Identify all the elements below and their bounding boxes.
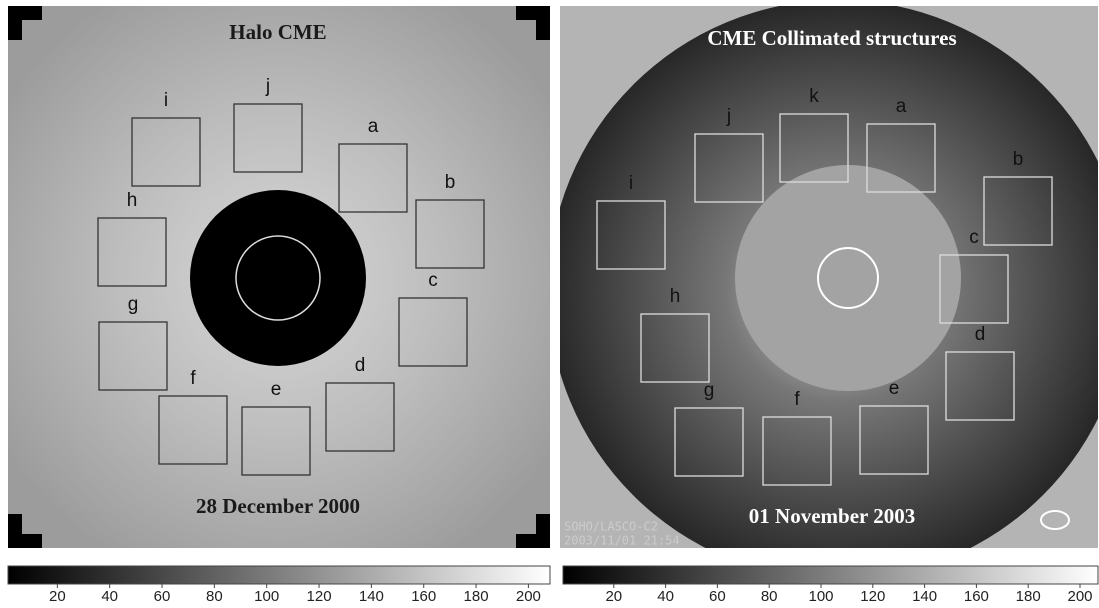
colorbar-tick-label: 120: [307, 588, 332, 605]
title: CME Collimated structures: [707, 26, 956, 50]
colorbar: [563, 566, 1098, 584]
region-label: d: [975, 324, 986, 345]
colorbar-tick-label: 100: [808, 588, 833, 605]
occulter: [190, 190, 366, 366]
region-label: j: [726, 106, 731, 127]
colorbar-tick-label: 200: [1067, 588, 1092, 605]
timestamp: 2003/11/01 21:54: [564, 534, 680, 548]
colorbar-tick-label: 80: [206, 588, 223, 605]
region-label: f: [190, 368, 196, 389]
title: Halo CME: [229, 20, 326, 44]
colorbar-tick-label: 200: [516, 588, 541, 605]
instrument: SOHO/LASCO-C2: [564, 520, 658, 534]
region-label: g: [704, 380, 715, 401]
date: 01 November 2003: [749, 504, 915, 528]
colorbar-tick-label: 160: [964, 588, 989, 605]
colorbar-tick-label: 120: [860, 588, 885, 605]
colorbar-tick-label: 20: [49, 588, 66, 605]
region-label: c: [969, 227, 979, 248]
figure: Halo CME 28 December 2000 CME Collimated…: [0, 0, 1099, 608]
region-label: e: [271, 379, 282, 400]
colorbar-tick-label: 180: [464, 588, 489, 605]
region-label: i: [164, 90, 168, 111]
occulter: [735, 165, 961, 391]
colorbar-tick-label: 60: [709, 588, 726, 605]
colorbar-tick-label: 140: [359, 588, 384, 605]
region-label: g: [128, 294, 139, 315]
colorbar-tick-label: 60: [154, 588, 171, 605]
region-label: b: [1013, 149, 1024, 170]
colorbar: [8, 566, 550, 584]
colorbar-tick-label: 180: [1016, 588, 1041, 605]
region-label: e: [889, 378, 900, 399]
colorbar-tick-label: 140: [912, 588, 937, 605]
region-label: i: [629, 173, 633, 194]
region-label: j: [265, 76, 270, 97]
region-label: c: [428, 270, 438, 291]
date: 28 December 2000: [196, 494, 360, 518]
region-label: k: [809, 86, 819, 107]
region-label: d: [355, 355, 366, 376]
region-label: b: [445, 172, 456, 193]
region-label: h: [670, 286, 681, 307]
region-label: f: [794, 389, 800, 410]
colorbar-tick-label: 20: [605, 588, 622, 605]
region-label: a: [368, 116, 379, 137]
colorbar-tick-label: 160: [411, 588, 436, 605]
colorbar-tick-label: 40: [657, 588, 674, 605]
region-label: h: [127, 190, 138, 211]
region-label: a: [896, 96, 907, 117]
colorbar-tick-label: 80: [761, 588, 778, 605]
colorbar-tick-label: 100: [254, 588, 279, 605]
colorbar-tick-label: 40: [101, 588, 118, 605]
